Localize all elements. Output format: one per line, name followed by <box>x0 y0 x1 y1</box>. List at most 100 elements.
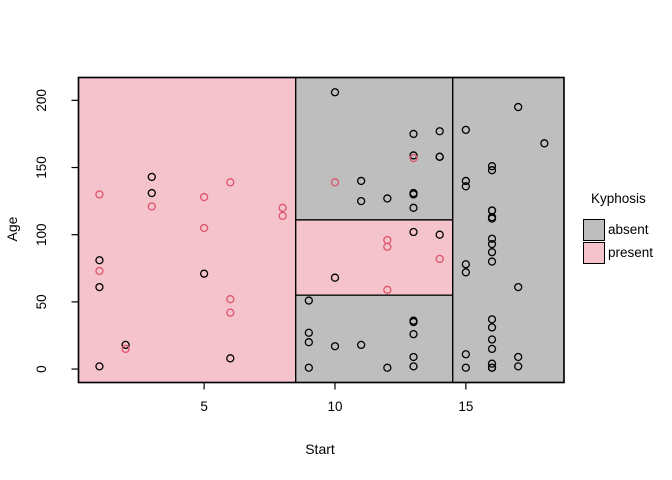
data-point-absent <box>409 329 418 339</box>
data-point-absent <box>487 363 497 372</box>
data-point-absent <box>461 350 471 359</box>
data-point-absent <box>409 227 418 237</box>
data-point-absent <box>487 206 497 215</box>
data-point-present <box>383 242 392 251</box>
data-point-absent <box>487 234 497 243</box>
x-tick-label: 10 <box>327 399 342 414</box>
data-point-present <box>278 211 287 221</box>
legend-swatch-absent <box>583 218 605 241</box>
data-point-absent <box>95 256 104 265</box>
legend-title: Kyphosis <box>591 191 646 206</box>
data-point-absent <box>330 342 340 351</box>
data-point-absent <box>487 323 497 332</box>
data-point-absent <box>409 362 418 371</box>
plot-border <box>77 76 565 384</box>
data-point-absent <box>409 188 418 198</box>
data-point-absent <box>514 352 523 362</box>
data-point-absent <box>304 328 313 337</box>
data-point-absent <box>487 166 497 175</box>
data-point-absent <box>487 214 497 223</box>
legend-label-present: present <box>608 245 654 260</box>
data-point-present <box>147 202 156 211</box>
x-axis-title: Start <box>305 441 335 457</box>
data-point-present <box>95 266 104 276</box>
data-point-absent <box>514 282 523 292</box>
data-point-absent <box>409 151 418 160</box>
data-point-absent <box>357 196 366 206</box>
data-point-absent <box>435 152 444 161</box>
data-point-absent <box>514 102 523 112</box>
data-point-absent <box>409 316 418 325</box>
data-point-absent <box>487 335 497 344</box>
partition-region-absent <box>452 76 565 384</box>
data-point-absent <box>409 129 418 139</box>
data-point-absent <box>304 338 313 347</box>
data-point-absent <box>95 282 104 292</box>
legend-entry-present: present <box>583 241 653 264</box>
y-tick-label: 0 <box>34 365 49 373</box>
data-point-absent <box>357 176 366 186</box>
data-point-present <box>226 308 235 317</box>
data-point-absent <box>461 260 471 269</box>
data-point-present <box>121 344 130 354</box>
data-point-absent <box>304 296 313 305</box>
data-point-absent <box>487 315 497 324</box>
x-tick-label: 15 <box>458 399 473 414</box>
data-point-absent <box>487 162 497 171</box>
data-point-absent <box>461 363 471 372</box>
legend-swatch-present <box>583 241 605 264</box>
data-point-present <box>199 192 209 202</box>
data-point-absent <box>121 340 130 350</box>
data-point-absent <box>461 182 471 191</box>
data-point-absent <box>461 176 471 186</box>
data-point-absent <box>226 354 235 363</box>
data-point-absent <box>330 88 340 97</box>
data-point-absent <box>487 344 497 354</box>
data-point-absent <box>435 127 444 136</box>
legend-label-absent: absent <box>608 222 649 237</box>
y-tick-label: 150 <box>34 156 49 179</box>
x-tick-label: 5 <box>200 399 208 414</box>
data-point-absent <box>487 239 497 249</box>
data-point-absent <box>540 139 549 148</box>
data-point-present <box>330 178 340 187</box>
data-point-present <box>226 295 235 304</box>
y-axis-title: Age <box>4 216 20 242</box>
data-point-absent <box>357 340 366 350</box>
data-point-absent <box>383 194 392 203</box>
data-point-absent <box>461 268 471 277</box>
data-point-absent <box>383 363 392 372</box>
data-point-absent <box>487 257 497 266</box>
data-point-absent <box>514 362 523 371</box>
data-point-absent <box>95 362 104 371</box>
y-tick-label: 100 <box>34 223 49 246</box>
data-point-absent <box>147 172 156 182</box>
partition-region-absent <box>295 294 454 384</box>
data-point-present <box>409 153 418 163</box>
data-point-absent <box>304 363 313 372</box>
data-point-absent <box>199 269 209 278</box>
data-point-absent <box>487 248 497 257</box>
data-point-present <box>226 178 235 187</box>
data-point-present <box>383 285 392 294</box>
data-point-present <box>95 190 104 199</box>
data-point-absent <box>409 203 418 212</box>
data-point-present <box>199 223 209 233</box>
data-point-present <box>435 254 444 264</box>
partition-region-present <box>77 76 297 384</box>
data-point-absent <box>330 273 340 282</box>
y-tick-label: 50 <box>34 294 49 309</box>
data-point-absent <box>461 125 471 135</box>
data-point-absent <box>147 188 156 198</box>
partition-region-present <box>295 219 454 296</box>
data-point-absent <box>435 230 444 239</box>
data-point-absent <box>487 359 497 368</box>
y-tick-label: 200 <box>34 89 49 112</box>
partition-region-absent <box>295 76 454 221</box>
legend: Kyphosis absent present <box>583 191 653 264</box>
data-point-absent <box>409 352 418 362</box>
data-point-present <box>278 203 287 212</box>
legend-entry-absent: absent <box>583 218 653 241</box>
